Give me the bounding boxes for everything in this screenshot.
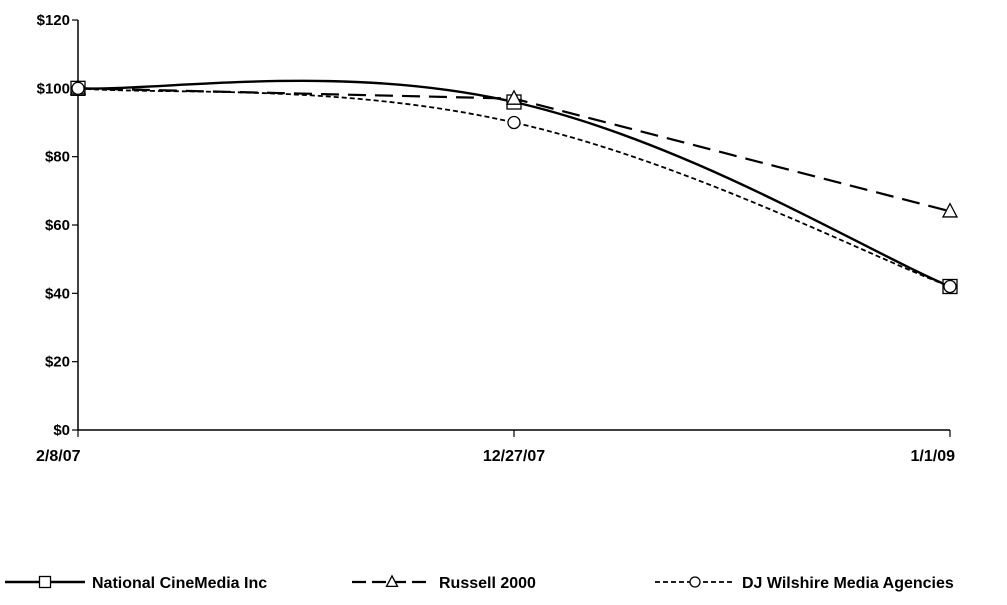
y-tick-label: $60 <box>45 217 70 234</box>
legend-label: National CineMedia Inc <box>92 575 267 592</box>
legend-marker <box>38 575 52 589</box>
data-point <box>507 115 521 130</box>
y-tick-label: $120 <box>37 12 70 29</box>
legend-label: DJ Wilshire Media Agencies <box>742 575 954 592</box>
legend-marker <box>385 574 399 588</box>
axes: $0 $20 $40 $60 $80 $100 $120 2/8/07 12/27/07 1/1/… <box>36 12 955 465</box>
legend-item-dj-wilshire-media-agencies: DJ Wilshire Media Agencies <box>655 575 954 592</box>
y-tick-label: $100 <box>37 80 70 97</box>
legend-marker <box>689 576 701 588</box>
series-russell-2000 <box>69 79 959 218</box>
series-dj-wilshire-media-agencies <box>71 81 957 294</box>
y-tick-label: $80 <box>45 149 70 166</box>
data-point <box>943 279 957 294</box>
y-tick-label: $40 <box>45 285 70 302</box>
series-national-cinemedia-inc <box>70 79 958 295</box>
legend-item-russell-2000: Russell 2000 <box>352 574 536 592</box>
series-line <box>77 87 951 288</box>
y-tick-label: $0 <box>53 422 70 439</box>
legend-label: Russell 2000 <box>439 575 536 592</box>
legend-item-national-cinemedia-inc: National CineMedia Inc <box>5 575 267 592</box>
y-tick-label: $20 <box>45 354 70 371</box>
data-point <box>505 89 523 105</box>
data-point <box>71 81 85 95</box>
x-tick-label: 2/8/07 <box>36 448 81 465</box>
data-point <box>941 202 959 218</box>
x-tick-label: 1/1/09 <box>911 448 956 465</box>
x-tick-label: 12/27/07 <box>483 448 545 465</box>
series-layer <box>69 79 959 295</box>
legend: National CineMedia Inc Russell 2000 DJ Wil… <box>5 574 954 592</box>
series-line <box>77 79 951 288</box>
